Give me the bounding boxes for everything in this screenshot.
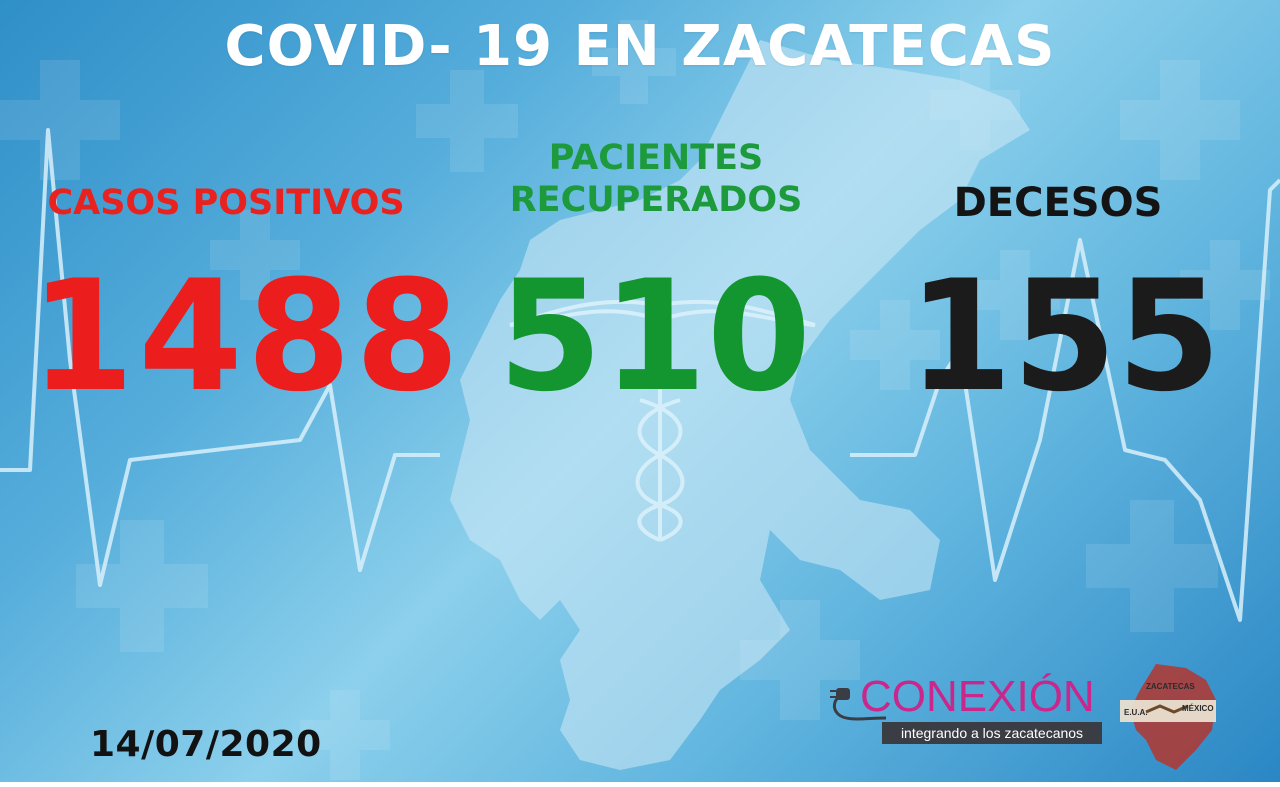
recovered-patients-label: PACIENTES RECUPERADOS [509, 138, 803, 220]
plug-icon [830, 688, 886, 721]
logo-tagline: integrando a los zacatecanos [882, 722, 1102, 744]
map-emblem-icon [1120, 664, 1216, 770]
deaths-label: DECESOS [953, 180, 1163, 226]
heartbeat-line-icon [0, 128, 1280, 622]
bottom-border [0, 782, 1280, 787]
caduceus-icon [509, 299, 816, 542]
recovered-patients-value: 510 [498, 248, 812, 426]
positive-cases-label: CASOS POSITIVOS [47, 183, 405, 223]
positive-cases-value: 1488 [30, 248, 464, 426]
conexion-logo: CONEXIÓN integrando a los zacatecanos ZA… [826, 660, 1226, 780]
logo-map-label-left: E.U.A. [1124, 708, 1148, 717]
report-date: 14/07/2020 [90, 724, 322, 765]
zacatecas-map-silhouette [450, 40, 1030, 770]
deaths-value: 155 [908, 248, 1222, 426]
logo-wordmark: CONEXIÓN [860, 672, 1095, 721]
logo-map-label-right: MÉXICO [1182, 704, 1214, 713]
page-title: COVID- 19 EN ZACATECAS [224, 14, 1056, 79]
logo-map-label-top: ZACATECAS [1146, 682, 1195, 691]
